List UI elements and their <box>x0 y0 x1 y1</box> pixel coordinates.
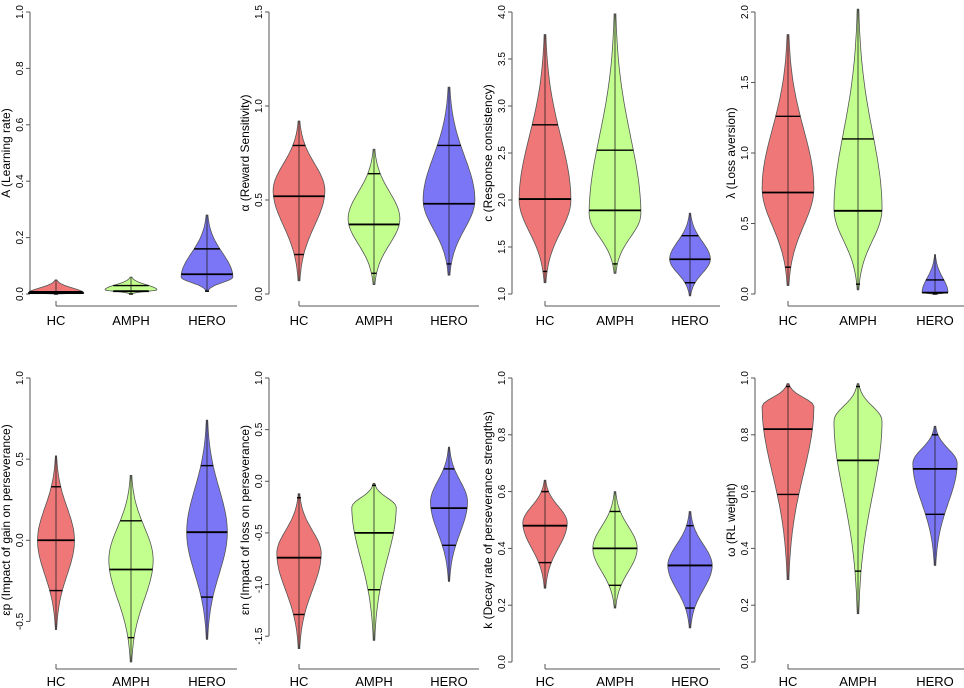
y-tick-label: 0.2 <box>15 230 26 244</box>
y-tick-label: 0.0 <box>15 533 26 547</box>
x-tick-label-hc: HC <box>290 674 309 688</box>
x-tick-label-amph: AMPH <box>596 313 634 328</box>
y-tick-label: 4.0 <box>497 5 508 19</box>
y-axis-label: A (Learning rate) <box>0 108 13 197</box>
y-tick-label: -0.5 <box>15 612 26 630</box>
panel-6: -1.5 -1.0 -0.5 0.0 0.5 1.0 εn (Impact of loss … <box>238 371 479 688</box>
y-tick-label: 0.4 <box>740 541 751 555</box>
y-tick-label: 0.0 <box>254 474 265 488</box>
x-tick-label-amph: AMPH <box>596 674 634 688</box>
panel-8: 0.0 0.2 0.4 0.6 0.8 1.0 ω (RL weight) HC AMPH HER… <box>724 371 964 688</box>
y-axis-label: ω (RL weight) <box>724 483 738 557</box>
y-tick-label: 1.0 <box>497 287 508 301</box>
y-tick-label: 1.5 <box>740 75 751 89</box>
x-tick-label-hc: HC <box>47 313 66 328</box>
y-tick-label: 2.0 <box>497 193 508 207</box>
y-tick-label: 0.0 <box>15 287 26 301</box>
y-tick-label: 2.5 <box>497 146 508 160</box>
x-tick-label-hero: HERO <box>671 674 709 688</box>
y-tick-label: 2.0 <box>740 5 751 19</box>
y-axis-label: λ (Loss aversion) <box>724 107 738 198</box>
x-tick-label-hero: HERO <box>430 674 468 688</box>
x-tick-label-hero: HERO <box>430 313 468 328</box>
y-tick-label: 1.5 <box>254 5 265 19</box>
panel-5: -0.5 0.0 0.5 1.0 εp (Impact of gain on perse… <box>0 371 237 688</box>
y-tick-label: 0.5 <box>254 193 265 207</box>
x-tick-label-hc: HC <box>290 313 309 328</box>
y-tick-label: 0.8 <box>740 427 751 441</box>
x-tick-label-hero: HERO <box>916 674 954 688</box>
y-tick-label: 0.4 <box>15 174 26 188</box>
y-tick-label: -0.5 <box>254 524 265 542</box>
x-tick-label-amph: AMPH <box>112 674 150 688</box>
y-tick-label: -1.5 <box>254 627 265 645</box>
x-tick-label-amph: AMPH <box>839 674 877 688</box>
y-tick-label: 0.0 <box>740 287 751 301</box>
y-tick-label: 1.0 <box>740 371 751 385</box>
y-tick-label: 3.0 <box>497 99 508 113</box>
y-tick-label: 0.6 <box>497 484 508 498</box>
x-tick-label-hc: HC <box>536 674 555 688</box>
x-tick-label-hero: HERO <box>188 674 226 688</box>
y-tick-label: 0.5 <box>15 452 26 466</box>
y-tick-label: 0.2 <box>740 598 751 612</box>
y-tick-label: 0.2 <box>497 598 508 612</box>
x-tick-label-amph: AMPH <box>112 313 150 328</box>
x-tick-label-amph: AMPH <box>355 313 393 328</box>
y-tick-label: 0.5 <box>740 216 751 230</box>
x-tick-label-amph: AMPH <box>839 313 877 328</box>
panel-4: 0.0 0.5 1.0 1.5 2.0 λ (Loss aversion) HC AMPH HE… <box>724 5 964 328</box>
y-tick-label: -1.0 <box>254 575 265 593</box>
y-tick-label: 3.5 <box>497 52 508 66</box>
panel-7: 0.0 0.2 0.4 0.6 0.8 1.0 k (Decay rate of perse… <box>481 371 720 688</box>
y-tick-label: 0.8 <box>15 61 26 75</box>
x-tick-label-hero: HERO <box>916 313 954 328</box>
y-axis-label: c (Response consistency) <box>481 84 495 221</box>
y-tick-label: 1.0 <box>254 371 265 385</box>
y-tick-label: 0.0 <box>254 287 265 301</box>
y-tick-label: 0.0 <box>740 655 751 669</box>
x-tick-label-hc: HC <box>779 674 798 688</box>
y-tick-label: 0.6 <box>740 484 751 498</box>
x-tick-label-amph: AMPH <box>355 674 393 688</box>
x-tick-label-hc: HC <box>47 674 66 688</box>
y-tick-label: 1.0 <box>15 371 26 385</box>
y-axis-label: εp (Impact of gain on perseverance) <box>0 424 13 615</box>
y-tick-label: 0.8 <box>497 427 508 441</box>
y-tick-label: 0.0 <box>497 655 508 669</box>
y-tick-label: 0.6 <box>15 117 26 131</box>
panel-1: 0.0 0.2 0.4 0.6 0.8 1.0 A (Learning rate) HC AMP… <box>0 5 237 328</box>
y-tick-label: 1.5 <box>497 240 508 254</box>
x-tick-label-hero: HERO <box>671 313 709 328</box>
panel-3: 1.0 1.5 2.0 2.5 3.0 3.5 4.0 c (Response consist… <box>481 5 720 328</box>
y-tick-label: 1.0 <box>15 5 26 19</box>
y-axis-label: α (Reward Sensitivity) <box>238 95 252 212</box>
panel-2: 0.0 0.5 1.0 1.5 α (Reward Sensitivity) HC AMPH… <box>238 5 479 328</box>
y-tick-label: 0.5 <box>254 422 265 436</box>
x-tick-label-hc: HC <box>536 313 555 328</box>
y-tick-label: 0.4 <box>497 541 508 555</box>
y-tick-label: 1.0 <box>497 371 508 385</box>
x-tick-label-hc: HC <box>779 313 798 328</box>
y-axis-label: εn (Impact of loss on perseverance) <box>238 425 252 615</box>
y-axis-label: k (Decay rate of perseverance strengths) <box>481 411 495 628</box>
y-tick-label: 1.0 <box>254 99 265 113</box>
y-tick-label: 1.0 <box>740 146 751 160</box>
x-tick-label-hero: HERO <box>188 313 226 328</box>
